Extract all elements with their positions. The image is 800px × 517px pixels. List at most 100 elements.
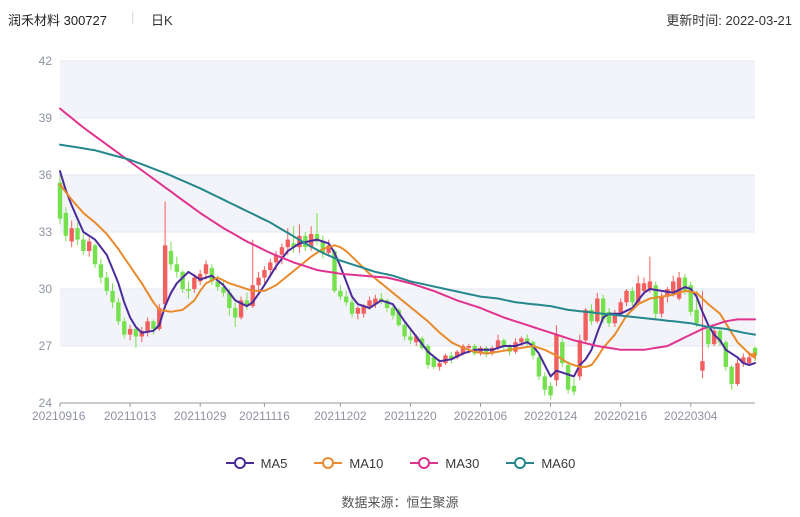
x-axis-label: 20210916 [32, 409, 86, 423]
candle-body [238, 300, 244, 318]
candle-body [746, 357, 752, 364]
x-axis-label: 20220304 [664, 409, 718, 423]
candlestick-chart[interactable]: 24 27 30 33 36 39 42 20210916 20211013 20211029 20… [0, 30, 800, 435]
y-axis-label: 33 [39, 225, 53, 239]
candle-body [297, 235, 302, 248]
candle-body [273, 254, 279, 263]
candle-body [460, 346, 466, 354]
candle-body [373, 298, 378, 305]
plot-band [60, 175, 755, 232]
candle-body [186, 289, 191, 291]
candle-body [63, 213, 69, 236]
y-axis-label: 30 [39, 282, 53, 296]
y-axis-label: 42 [39, 54, 53, 68]
candle-body [361, 306, 366, 314]
ma-line-ma10 [59, 183, 756, 368]
period-tab-daily-k[interactable]: 日K [151, 13, 173, 28]
candle-body [116, 302, 121, 322]
candle-body [250, 285, 255, 307]
update-time: 更新时间: 2022-03-21 [666, 13, 792, 28]
candle-body [577, 340, 582, 377]
candle-body [408, 336, 413, 341]
legend-label: MA10 [349, 455, 384, 471]
legend-line-icon [314, 457, 343, 469]
candle-body [227, 292, 232, 308]
candle-body [384, 300, 390, 308]
candle-body [595, 298, 600, 322]
candle-body [612, 313, 618, 324]
candle-body [711, 330, 717, 345]
candle-body [174, 264, 180, 272]
candle-body [279, 247, 285, 255]
candle-body [706, 328, 711, 345]
x-axis-label: 20211029 [174, 409, 227, 423]
legend-item-ma5[interactable]: MA5 [225, 456, 287, 471]
candle-body [676, 277, 682, 299]
candle-body [343, 296, 349, 303]
candle-body [390, 308, 396, 316]
candle-body [396, 309, 401, 326]
candle-body [314, 233, 320, 242]
candle-body [151, 321, 156, 329]
legend-line-icon [225, 457, 254, 469]
y-axis-label: 24 [39, 396, 53, 410]
candle-body [285, 239, 290, 248]
candle-body [233, 308, 238, 318]
x-axis-label: 20211116 [239, 409, 290, 423]
candle-body [349, 302, 355, 314]
candle-body [110, 290, 115, 303]
candle-body [583, 309, 588, 341]
stock-title: 润禾材料 300727 [8, 13, 107, 28]
y-axis-label: 27 [39, 339, 53, 353]
candle-body [168, 251, 174, 265]
candle-body [320, 241, 326, 253]
candle-body [92, 245, 98, 265]
candle-body [180, 271, 185, 289]
plot-band [60, 61, 755, 118]
y-axis-label: 36 [39, 168, 53, 182]
x-axis-label: 20211013 [104, 409, 157, 423]
candle-body [69, 228, 74, 242]
legend-item-ma30[interactable]: MA30 [409, 456, 479, 471]
candle-body [571, 385, 577, 392]
candle-body [624, 290, 629, 303]
candle-body [735, 363, 740, 384]
candle-body [192, 277, 197, 289]
candle-body [133, 328, 139, 337]
candle-body [635, 283, 641, 303]
candle-body [688, 285, 693, 312]
candle-body [618, 302, 623, 314]
candle-body [57, 182, 63, 219]
candle-body [203, 264, 209, 274]
legend-item-ma10[interactable]: MA10 [313, 456, 383, 471]
x-axis-label: 20220216 [594, 409, 648, 423]
legend-item-ma60[interactable]: MA60 [505, 456, 575, 471]
candle-body [600, 298, 606, 320]
chart-svg: 24 27 30 33 36 39 42 20210916 20211013 20211029 20… [32, 54, 758, 423]
x-axis-label: 20220106 [454, 409, 508, 423]
candle-body [127, 328, 133, 335]
candle-body [162, 245, 168, 305]
candle-body [466, 346, 472, 348]
candle-body [548, 385, 553, 396]
candle-body [641, 283, 647, 291]
candle-body [355, 308, 361, 314]
candle-body [659, 296, 664, 314]
data-source-note: 数据来源：恒生聚源 [341, 495, 459, 510]
ma-line-ma60 [59, 143, 756, 336]
candle-body [454, 351, 460, 358]
candle-body [104, 277, 109, 291]
candle-body [729, 366, 734, 384]
candle-body [671, 281, 676, 293]
candle-body [425, 346, 431, 365]
candle-body [495, 340, 501, 348]
candle-body [414, 336, 419, 343]
candle-body [268, 262, 273, 270]
candle-body [122, 321, 127, 335]
candle-body [221, 287, 226, 293]
candle-body [87, 241, 92, 251]
candle-body [700, 361, 705, 371]
candle-body [197, 273, 203, 282]
candle-body [741, 357, 746, 364]
x-axis-label: 20220124 [524, 409, 578, 423]
